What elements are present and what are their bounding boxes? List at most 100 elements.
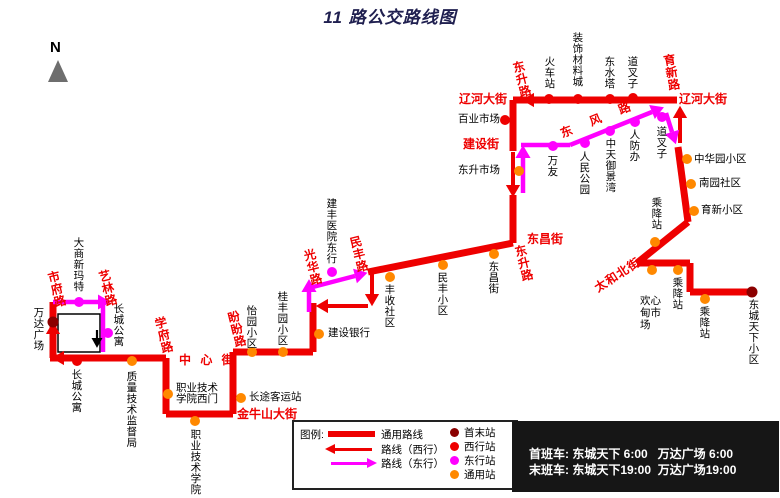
station-dot-east — [630, 117, 640, 127]
road-label: 辽河大街 — [679, 92, 728, 106]
first-bus-times: 首班车: 东城天下 6:00 万达广场 6:00 — [529, 447, 734, 461]
legend-label: 通用站 — [464, 469, 496, 481]
station-dot-west — [605, 94, 615, 104]
station-label: 人防办 — [628, 129, 641, 162]
station-label: 东水塔 — [603, 56, 616, 89]
station-label: 长城公寓 — [70, 369, 83, 413]
station-label: 装饰材料城 — [571, 32, 584, 87]
station-label: 南园社区 — [699, 177, 741, 189]
station-label: 桂丰园小区 — [276, 291, 289, 346]
station-label: 建丰医院东行 — [325, 198, 338, 264]
legend-label: 通用路线 — [381, 428, 423, 441]
station-dot-terminal — [47, 316, 59, 328]
station-label: 欢心甸市场 — [640, 295, 661, 332]
station-dot-common — [689, 206, 699, 216]
north-label: N — [50, 39, 61, 56]
station-label: 东升市场 — [458, 164, 500, 176]
legend-label: 路线（东行） — [381, 457, 444, 470]
route-segment-eastbound — [663, 112, 675, 133]
road-label: 东昌街 — [527, 232, 564, 246]
common-route-swatch — [328, 427, 375, 441]
station-dot-east — [74, 297, 84, 307]
station-dot-common — [489, 249, 499, 259]
route-segment-common — [634, 219, 691, 266]
station-dot-common — [673, 265, 683, 275]
legend-label: 西行站 — [464, 441, 496, 453]
station-label: 道叉子 — [655, 126, 668, 159]
west-arrow-swatch — [325, 442, 375, 456]
loop-turn-arrow-arrowhead — [91, 338, 103, 348]
station-label: 中天御景湾 — [604, 138, 617, 193]
legend-label: 路线（西行） — [381, 443, 444, 456]
east-arrow-swatch — [328, 456, 377, 470]
station-label: 民丰小区 — [436, 272, 449, 316]
station-label: 火车站 — [543, 56, 556, 89]
legend-title: 图例: — [300, 429, 324, 441]
route-segment-westbound-arrowhead — [505, 185, 521, 198]
station-dot-common — [127, 356, 137, 366]
legend-row-east-route: 路线（东行） — [328, 456, 444, 470]
station-dot-common — [236, 393, 246, 403]
common-station-dot — [450, 470, 459, 479]
station-label: 东城天下小区 — [747, 299, 760, 365]
station-label: 道叉子 — [626, 56, 639, 89]
station-dot-common — [700, 294, 710, 304]
route-segment-eastbound-arrowhead — [649, 104, 664, 120]
legend-label: 东行站 — [464, 455, 496, 467]
station-dot-common — [190, 416, 200, 426]
station-label: 育新小区 — [701, 204, 743, 216]
east-station-dot — [450, 456, 459, 465]
station-dot-east — [605, 126, 615, 136]
road-label: 金牛山大街 — [237, 407, 298, 421]
station-dot-east — [103, 328, 113, 338]
route-segment-eastbound-arrowhead — [664, 129, 680, 145]
station-label: 怡园小区 — [245, 305, 258, 349]
station-label: 东昌街 — [487, 261, 500, 294]
route-segment-common — [367, 239, 514, 276]
station-dot-west — [573, 94, 583, 104]
station-label: 万友 — [546, 155, 559, 177]
road-label: 辽河大街 — [459, 92, 508, 106]
station-dot-common — [682, 154, 692, 164]
station-dot-terminal — [746, 286, 758, 298]
road-label: 中 心 街 — [179, 353, 237, 367]
station-label: 建设银行 — [328, 327, 370, 339]
route-segment-westbound-arrowhead — [51, 350, 64, 366]
station-label: 质量技术监督局 — [125, 371, 138, 448]
station-label: 长城公寓 — [112, 303, 125, 347]
last-bus-times: 末班车: 东城天下19:00 万达广场19:00 — [529, 463, 737, 477]
legend-box: 图例: 通用路线 路线（西行） 路线（东行） 首末站 西行站 东行站 通用站 — [292, 420, 518, 490]
station-dot-west — [500, 115, 510, 125]
route-segment-westbound-arrowhead — [364, 294, 380, 307]
station-dot-east — [580, 138, 590, 148]
legend-row-common-station: 通用站 — [450, 468, 496, 481]
route-segment-westbound-arrowhead — [315, 298, 328, 314]
terminal-station-dot — [450, 428, 459, 437]
route-segment-westbound-arrowhead — [672, 105, 688, 118]
station-dot-east — [657, 112, 667, 122]
north-arrow-icon — [48, 60, 68, 82]
station-dot-common — [514, 166, 524, 176]
station-dot-common — [247, 347, 257, 357]
station-label: 乘降站 — [671, 277, 684, 310]
station-label: 乘降站 — [698, 306, 711, 339]
route-segment-eastbound-arrowhead — [515, 145, 531, 158]
legend-row-east-station: 东行站 — [450, 454, 496, 467]
route-segment-westbound-arrowhead — [521, 92, 534, 108]
legend-label: 首末站 — [464, 427, 496, 439]
west-station-dot — [450, 442, 459, 451]
station-dot-common — [314, 329, 324, 339]
station-label: 丰收社区 — [383, 284, 396, 328]
station-label: 人民公园 — [578, 151, 591, 195]
station-dot-common — [278, 347, 288, 357]
legend-row-terminal-station: 首末站 — [450, 426, 496, 439]
station-dot-east — [548, 141, 558, 151]
station-dot-common — [650, 237, 660, 247]
station-label: 中华园小区 — [694, 153, 747, 165]
route-segment-common — [674, 146, 692, 223]
station-dot-common — [438, 260, 448, 270]
page-title: 11 路公交路线图 — [323, 8, 457, 27]
station-label: 职业技术学院 — [189, 429, 202, 495]
station-dot-west — [544, 94, 554, 104]
